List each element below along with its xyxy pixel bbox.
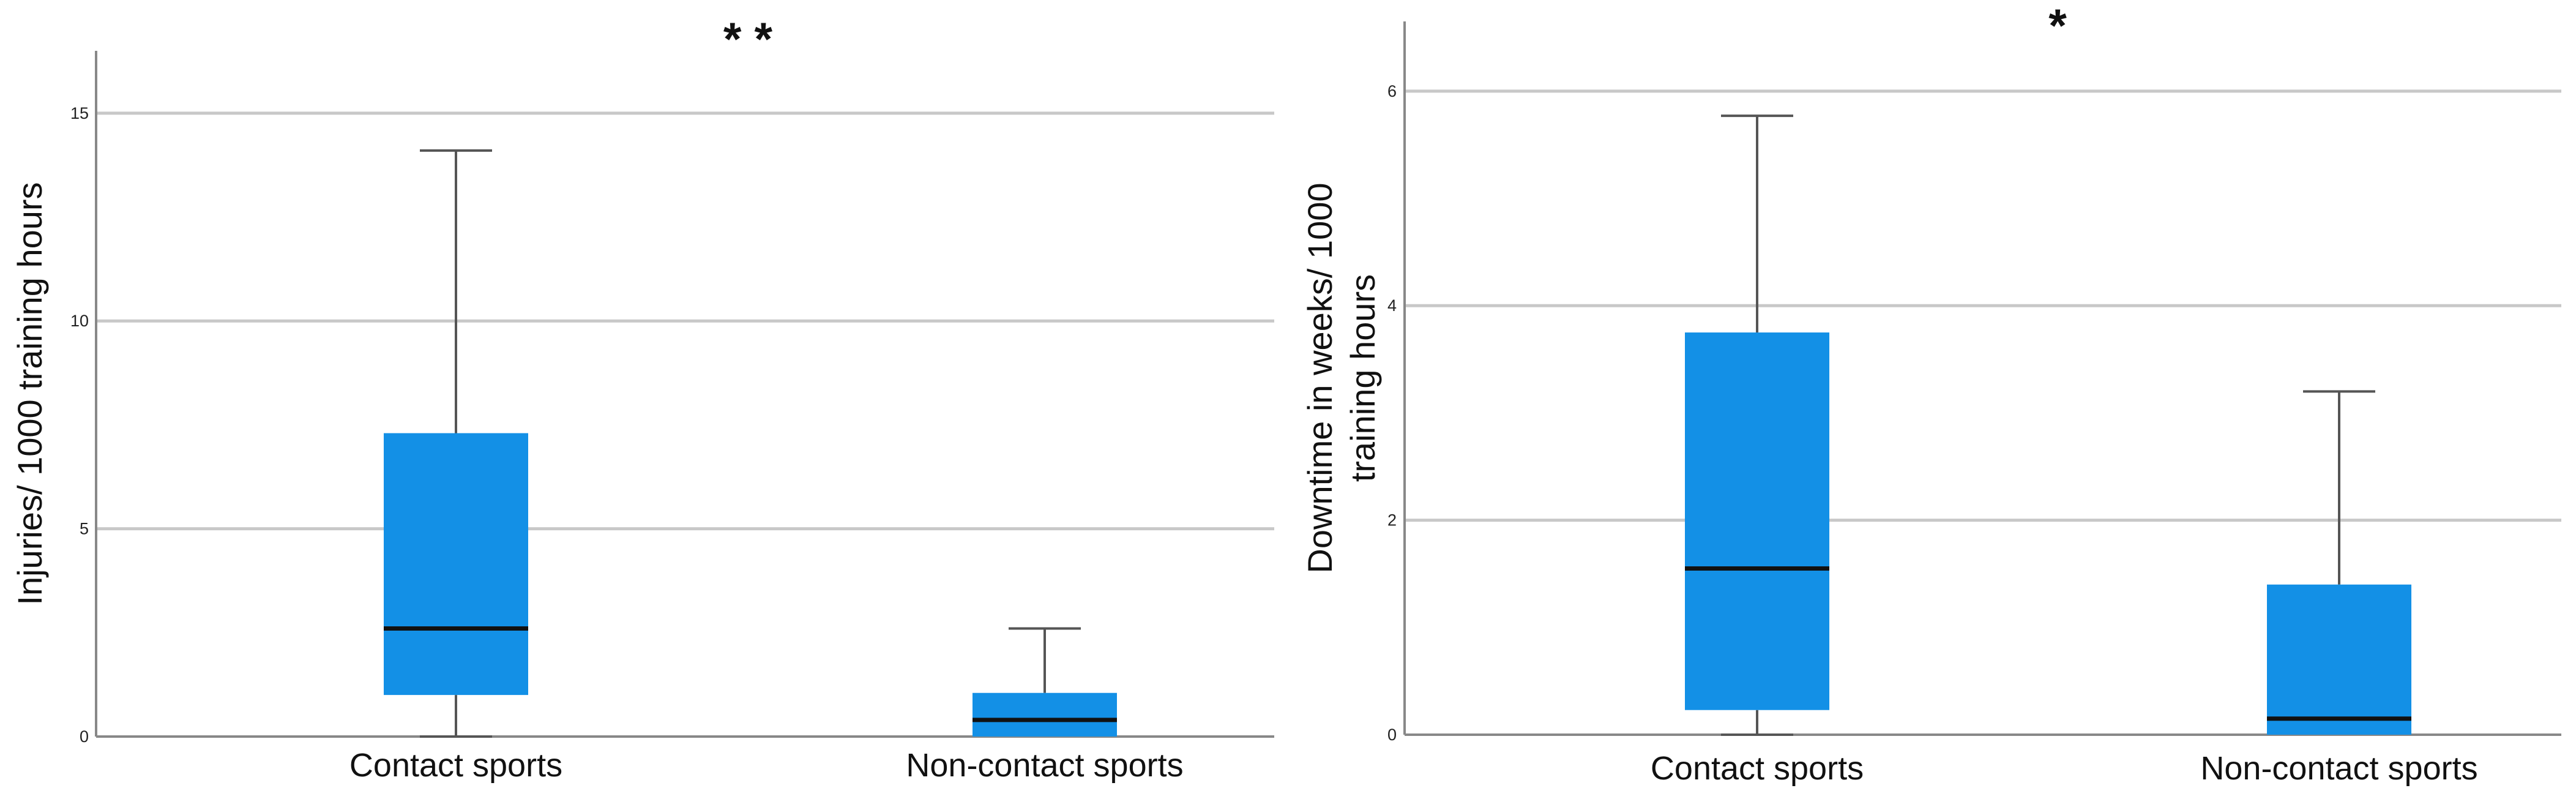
category-label: Contact sports [1651, 750, 1864, 787]
category-label: Non-contact sports [2200, 750, 2477, 787]
downtime-boxplot-panel: 0 2 4 6 Contact sports Non-contact sports * Dow… [1301, 0, 2561, 787]
y-tick-label: 5 [80, 520, 89, 538]
injuries-boxplot-panel: 0 5 10 15 Contact sports Non-contact sports * … [10, 13, 1274, 784]
box-iqr [973, 692, 1117, 737]
category-label: Contact sports [349, 747, 562, 784]
y-axis-title: Injuries/ 1000 training hours [10, 182, 49, 605]
significance-mark: * * [723, 13, 773, 66]
y-tick-label: 4 [1387, 296, 1397, 315]
category-label: Non-contact sports [906, 747, 1183, 784]
y-tick-label: 10 [70, 312, 89, 330]
y-tick-label: 0 [1387, 726, 1397, 744]
y-tick-label: 2 [1387, 511, 1397, 530]
y-axis-title: Downtime in weeks/ 1000 [1301, 182, 1339, 573]
y-tick-label: 15 [70, 104, 89, 122]
y-axis-title: training hours [1343, 274, 1382, 482]
box-iqr [2267, 584, 2411, 735]
significance-mark: * [2048, 0, 2067, 52]
y-tick-label: 6 [1387, 82, 1397, 100]
box-iqr [1685, 332, 1829, 710]
y-tick-label: 0 [80, 727, 89, 746]
box-iqr [384, 433, 528, 696]
